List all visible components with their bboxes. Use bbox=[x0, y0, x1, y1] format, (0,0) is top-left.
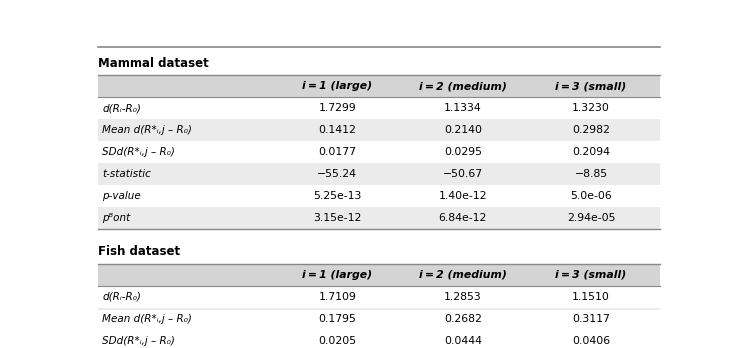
Bar bbox=[98, 141, 659, 163]
Text: i = 1 (large): i = 1 (large) bbox=[302, 81, 372, 91]
Text: SDd(R*ᵢ,j – R₀): SDd(R*ᵢ,j – R₀) bbox=[102, 147, 175, 157]
Bar bbox=[98, 330, 659, 348]
Text: 0.2140: 0.2140 bbox=[444, 125, 482, 135]
Text: 1.1510: 1.1510 bbox=[572, 292, 610, 302]
Text: 0.3117: 0.3117 bbox=[572, 314, 610, 324]
Text: 5.0e-06: 5.0e-06 bbox=[570, 191, 612, 201]
Bar bbox=[98, 185, 659, 207]
Bar bbox=[98, 308, 659, 330]
Text: Mean d(R*ᵢ,j – R₀): Mean d(R*ᵢ,j – R₀) bbox=[102, 125, 192, 135]
Text: 6.84e-12: 6.84e-12 bbox=[439, 213, 487, 223]
Text: 0.0406: 0.0406 bbox=[572, 336, 610, 346]
Bar bbox=[98, 264, 659, 286]
Text: p-value: p-value bbox=[102, 191, 141, 201]
Text: 0.2682: 0.2682 bbox=[444, 314, 481, 324]
Text: 1.7299: 1.7299 bbox=[319, 103, 356, 113]
Bar bbox=[98, 119, 659, 141]
Text: 3.15e-12: 3.15e-12 bbox=[313, 213, 361, 223]
Text: i = 3 (small): i = 3 (small) bbox=[556, 81, 627, 91]
Text: Fish dataset: Fish dataset bbox=[98, 245, 180, 258]
Text: t-statistic: t-statistic bbox=[102, 169, 151, 179]
Text: d(Rᵢ-R₀): d(Rᵢ-R₀) bbox=[102, 292, 141, 302]
Text: 0.0295: 0.0295 bbox=[444, 147, 482, 157]
Bar bbox=[98, 163, 659, 185]
Text: 0.1412: 0.1412 bbox=[319, 125, 356, 135]
Text: i = 1 (large): i = 1 (large) bbox=[302, 270, 372, 280]
Text: 1.3230: 1.3230 bbox=[572, 103, 610, 113]
Text: −8.85: −8.85 bbox=[575, 169, 608, 179]
Text: 2.94e-05: 2.94e-05 bbox=[567, 213, 615, 223]
Bar bbox=[98, 286, 659, 308]
Text: d(Rᵢ-R₀): d(Rᵢ-R₀) bbox=[102, 103, 141, 113]
Bar bbox=[98, 207, 659, 229]
Text: i = 3 (small): i = 3 (small) bbox=[556, 270, 627, 280]
Text: 0.2982: 0.2982 bbox=[572, 125, 610, 135]
Text: pᴮont: pᴮont bbox=[102, 213, 130, 223]
Text: 0.0205: 0.0205 bbox=[318, 336, 356, 346]
Bar bbox=[98, 97, 659, 119]
Text: Mammal dataset: Mammal dataset bbox=[98, 57, 208, 70]
Text: 0.0177: 0.0177 bbox=[318, 147, 356, 157]
Text: 0.0444: 0.0444 bbox=[444, 336, 482, 346]
Text: 1.40e-12: 1.40e-12 bbox=[439, 191, 487, 201]
Text: 0.1795: 0.1795 bbox=[319, 314, 356, 324]
Text: −50.67: −50.67 bbox=[442, 169, 483, 179]
Text: SDd(R*ᵢ,j – R₀): SDd(R*ᵢ,j – R₀) bbox=[102, 336, 175, 346]
Text: 1.1334: 1.1334 bbox=[444, 103, 481, 113]
Text: Mean d(R*ᵢ,j – R₀): Mean d(R*ᵢ,j – R₀) bbox=[102, 314, 192, 324]
Text: 0.2094: 0.2094 bbox=[572, 147, 610, 157]
Text: i = 2 (medium): i = 2 (medium) bbox=[419, 270, 506, 280]
Text: 1.2853: 1.2853 bbox=[444, 292, 481, 302]
Text: i = 2 (medium): i = 2 (medium) bbox=[419, 81, 506, 91]
Text: −55.24: −55.24 bbox=[317, 169, 357, 179]
Bar bbox=[98, 75, 659, 97]
Text: 5.25e-13: 5.25e-13 bbox=[313, 191, 361, 201]
Text: 1.7109: 1.7109 bbox=[319, 292, 356, 302]
